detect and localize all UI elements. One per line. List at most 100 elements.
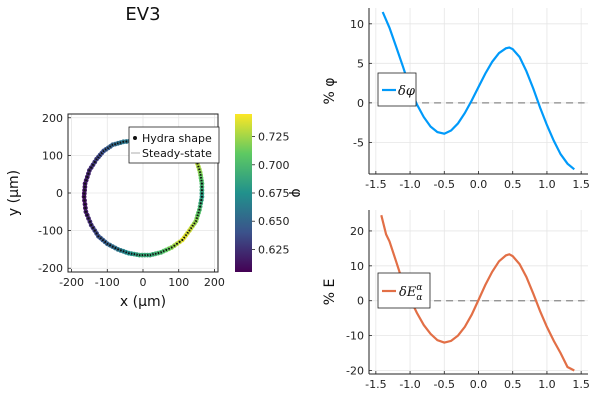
- x-tick-label: 0.0: [470, 378, 488, 391]
- shape-point: [200, 199, 203, 202]
- colorbar-tick-label: 0.675: [258, 187, 290, 200]
- x-tick-label: 1.0: [538, 178, 556, 191]
- shape-point: [93, 160, 96, 164]
- x-tick-label: -1.0: [399, 378, 420, 391]
- shape-point: [173, 244, 176, 247]
- shape-point: [91, 226, 95, 229]
- shape-point: [200, 195, 203, 198]
- colorbar: 0.625 0.650 0.675 0.700 0.725 φ: [235, 114, 304, 272]
- shape-point: [181, 238, 184, 242]
- y-tick-label: -20: [346, 365, 364, 378]
- colorbar-tick-label: 0.700: [258, 159, 290, 172]
- shape-point: [199, 205, 202, 208]
- shape-point: [122, 140, 125, 143]
- y-tick-label: 200: [42, 112, 63, 125]
- x-tick-label: -0.5: [434, 378, 455, 391]
- y-tick-label: -5: [353, 136, 364, 149]
- colorbar-tick-label: 0.625: [258, 243, 290, 256]
- x-tick-label: -1.5: [365, 378, 386, 391]
- y-tick-label: -100: [38, 225, 63, 238]
- y-tick-label: 100: [42, 149, 63, 162]
- axis-ticks: -1.5 -1.0 -0.5 0.0 0.5 1.0 1.5 -5 0 5 10: [350, 18, 590, 191]
- chart-title: EV3: [125, 4, 160, 25]
- shape-point: [199, 202, 202, 205]
- shape-point: [200, 185, 203, 188]
- shape-point: [175, 242, 178, 245]
- colorbar-tick-label: 0.725: [258, 131, 290, 144]
- shape-point: [83, 185, 86, 188]
- shape-point: [200, 182, 203, 185]
- shape-point: [86, 214, 89, 217]
- y-axis-label: % φ: [322, 78, 338, 105]
- legend-marker-hydra-shape: [133, 136, 137, 140]
- x-tick-label: 0.5: [504, 178, 522, 191]
- x-tick-label: -100: [95, 276, 120, 289]
- x-tick-label: 200: [204, 276, 225, 289]
- shape-point: [91, 163, 95, 166]
- shape-point: [85, 179, 88, 182]
- legend: Hydra shape Steady-state: [128, 126, 220, 164]
- x-tick-label: -200: [59, 276, 84, 289]
- y-axis-label: y (μm): [6, 170, 22, 216]
- x-tick-label: 0.5: [504, 378, 522, 391]
- panel-hydra-shape: EV3 -200 -100 0 100 200 -200 -100 0 100 200 x (μm…: [6, 4, 304, 310]
- legend: δφ: [377, 72, 417, 107]
- axis-ticks: -1.5 -1.0 -0.5 0.0 0.5 1.0 1.5 -20 -10 0 10 20: [346, 225, 590, 391]
- shape-point: [83, 192, 86, 195]
- colorbar-ticks: 0.625 0.650 0.675 0.700 0.725: [252, 131, 290, 256]
- y-tick-label: 5: [357, 57, 364, 70]
- y-tick-label: 0: [357, 97, 364, 110]
- legend-label-delta-e: δEα α: [399, 283, 422, 303]
- shape-point: [125, 140, 128, 143]
- x-tick-label: 0: [140, 276, 147, 289]
- legend-label-delta-phi: δφ: [398, 84, 416, 99]
- y-tick-label: 10: [350, 260, 364, 273]
- shape-point: [83, 203, 87, 206]
- shape-point: [97, 235, 100, 238]
- shape-point: [178, 240, 181, 243]
- shape-point: [90, 166, 93, 169]
- y-tick-label: -10: [346, 330, 364, 343]
- legend-box: [128, 126, 220, 164]
- legend-label-steady-state: Steady-state: [142, 147, 212, 160]
- panel-percent-phi: -1.5 -1.0 -0.5 0.0 0.5 1.0 1.5 -5 0 5 10 % φ δφ: [322, 8, 590, 191]
- y-tick-label: 20: [350, 225, 364, 238]
- colorbar-tick-label: 0.650: [258, 215, 290, 228]
- shape-point: [87, 217, 90, 220]
- y-axis-label: % E: [322, 279, 338, 306]
- shape-point: [84, 182, 87, 185]
- x-tick-label: -1.0: [399, 178, 420, 191]
- shape-point: [83, 199, 86, 202]
- colorbar-label: φ: [288, 188, 304, 197]
- x-tick-label: 0.0: [470, 178, 488, 191]
- shape-point: [88, 169, 91, 172]
- x-axis-label: x (μm): [120, 294, 166, 310]
- shape-point: [88, 220, 91, 223]
- shape-point: [83, 195, 86, 198]
- shape-point: [93, 229, 96, 232]
- legend-label-hydra-shape: Hydra shape: [142, 132, 212, 145]
- legend: δEα α: [377, 272, 431, 309]
- x-tick-label: -1.5: [365, 178, 386, 191]
- shape-point: [87, 172, 90, 175]
- series-points-hydra-shape: [81, 137, 205, 258]
- y-tick-label: 0: [56, 187, 63, 200]
- shape-point: [95, 232, 98, 235]
- y-tick-label: 10: [350, 18, 364, 31]
- y-tick-label: 0: [357, 295, 364, 308]
- grid: [369, 210, 588, 374]
- x-tick-label: -0.5: [434, 178, 455, 191]
- x-tick-label: 1.5: [572, 378, 590, 391]
- x-tick-label: 100: [168, 276, 189, 289]
- shape-point: [84, 206, 87, 210]
- shape-point: [86, 175, 89, 179]
- shape-point: [200, 192, 203, 195]
- y-tick-label: -200: [38, 262, 63, 275]
- shape-point: [90, 223, 93, 227]
- colorbar-gradient: [235, 114, 252, 272]
- shape-point: [84, 210, 87, 213]
- x-tick-label: 1.5: [572, 178, 590, 191]
- shape-point: [200, 189, 203, 192]
